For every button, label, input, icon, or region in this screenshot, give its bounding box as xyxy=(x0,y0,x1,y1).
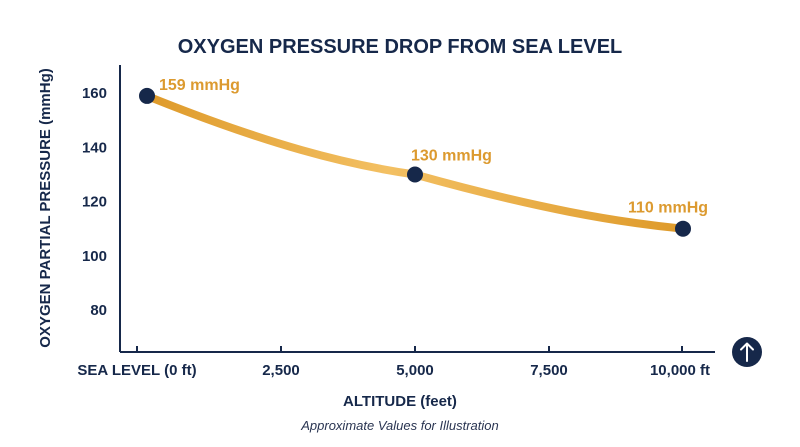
y-tick-label: 120 xyxy=(82,194,107,211)
y-ticks: 80 100 120 140 160 xyxy=(82,85,107,319)
x-axis-label: ALTITUDE (feet) xyxy=(343,393,457,410)
data-point xyxy=(407,166,423,183)
data-label: 159 mmHg xyxy=(159,77,240,94)
x-tick-label: 2,500 xyxy=(262,362,300,379)
y-tick-label: 160 xyxy=(82,85,107,102)
axes xyxy=(119,65,715,353)
data-point xyxy=(675,220,691,237)
data-series: 159 mmHg 130 mmHg 110 mmHg xyxy=(139,77,708,237)
y-tick-label: 80 xyxy=(90,302,107,319)
chart-title: OXYGEN PRESSURE DROP FROM SEA LEVEL xyxy=(178,36,623,58)
x-ticks: SEA LEVEL (0 ft) 2,500 5,000 7,500 10,000 ft xyxy=(77,346,710,379)
y-tick-label: 100 xyxy=(82,248,107,265)
arrow-up-icon xyxy=(740,342,754,362)
x-tick-label: 7,500 xyxy=(530,362,568,379)
data-label: 110 mmHg xyxy=(628,200,708,217)
scroll-to-top-button[interactable] xyxy=(732,337,762,367)
x-tick-label: 10,000 ft xyxy=(650,362,710,379)
y-axis-label: OXYGEN PARTIAL PRESSURE (mmHg) xyxy=(37,68,54,347)
data-label: 130 mmHg xyxy=(411,148,492,165)
x-tick-label: SEA LEVEL (0 ft) xyxy=(77,362,196,379)
y-tick-label: 140 xyxy=(82,139,107,156)
x-tick-label: 5,000 xyxy=(396,362,434,379)
data-point xyxy=(139,87,155,104)
footnote: Approximate Values for Illustration xyxy=(300,418,499,433)
